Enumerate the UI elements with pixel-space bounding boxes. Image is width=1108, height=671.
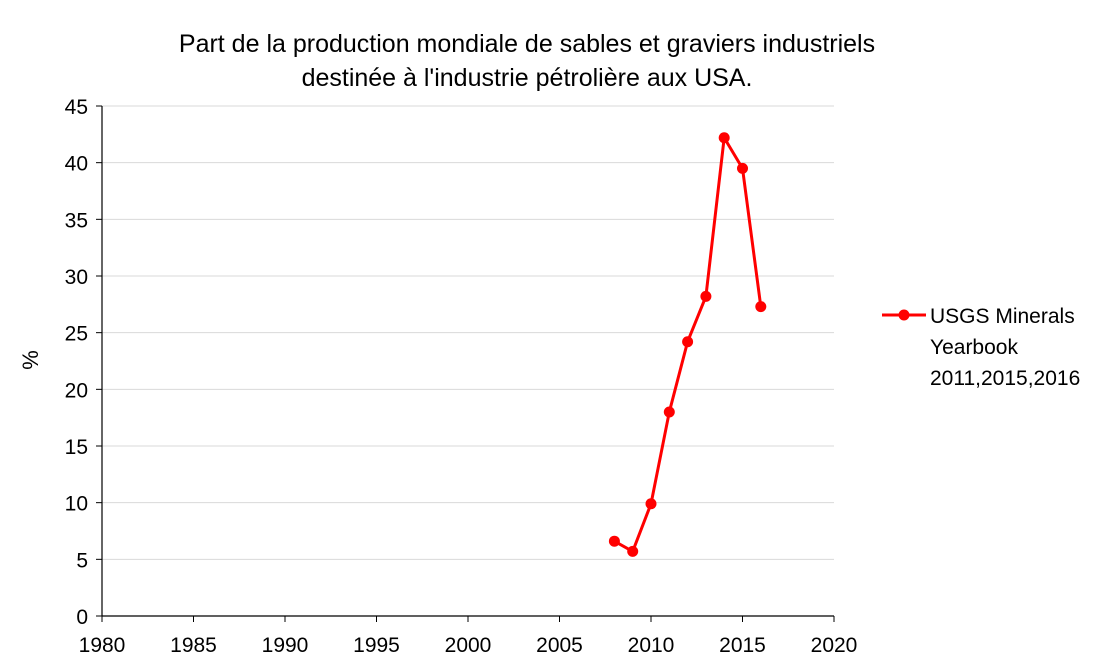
x-tick-label: 2010 [628, 634, 675, 657]
x-tick-label: 2020 [811, 634, 858, 657]
x-tick-label: 1985 [170, 634, 217, 657]
y-tick-label: 15 [65, 436, 88, 459]
axes [96, 105, 835, 622]
chart-title-line-1: Part de la production mondiale de sables… [179, 30, 875, 58]
x-tick-label: 2005 [536, 634, 583, 657]
chart-title: Part de la production mondiale de sables… [179, 30, 875, 92]
y-tick-labels: 0 5 10 15 20 25 30 35 40 45 [65, 96, 88, 629]
legend-label-line: 2011,2015,2016 [930, 367, 1080, 390]
data-point-2008 [608, 535, 620, 547]
data-point-2009 [627, 545, 639, 557]
data-point-2010 [645, 498, 657, 510]
x-tick-label: 1995 [353, 634, 400, 657]
y-tick-label: 45 [65, 96, 88, 119]
x-tick-label: 1980 [79, 634, 126, 657]
data-point-2016 [755, 301, 767, 313]
chart-title-line-2: destinée à l'industrie pétrolière aux US… [302, 64, 753, 92]
gridlines [102, 105, 834, 560]
legend-marker [898, 309, 910, 321]
y-tick-label: 25 [65, 323, 88, 346]
data-point-2013 [700, 290, 712, 302]
y-tick-label: 40 [65, 153, 88, 176]
legend-label-line: Yearbook [930, 336, 1018, 359]
data-point-2012 [682, 336, 694, 348]
y-tick-label: 35 [65, 209, 88, 232]
y-axis-label: % [18, 350, 43, 370]
data-point-2015 [737, 162, 748, 174]
y-tick-label: 30 [65, 266, 88, 289]
x-tick-label: 2000 [445, 634, 492, 657]
y-tick-label: 5 [76, 549, 88, 572]
series-layer [608, 132, 767, 557]
y-tick-label: 10 [65, 493, 88, 516]
x-tick-label: 2015 [719, 634, 766, 657]
x-tick-label: 1990 [262, 634, 309, 657]
data-point-2014 [718, 132, 730, 144]
legend: USGS Minerals Yearbook 2011,2015,2016 [882, 305, 1080, 390]
legend-label-line: USGS Minerals [930, 305, 1075, 328]
data-point-2011 [663, 406, 675, 418]
y-tick-label: 20 [65, 379, 88, 402]
x-tick-labels: 1980 1985 1990 1995 2000 2005 2010 2015 2020 [79, 634, 858, 657]
y-tick-label: 0 [76, 606, 88, 629]
